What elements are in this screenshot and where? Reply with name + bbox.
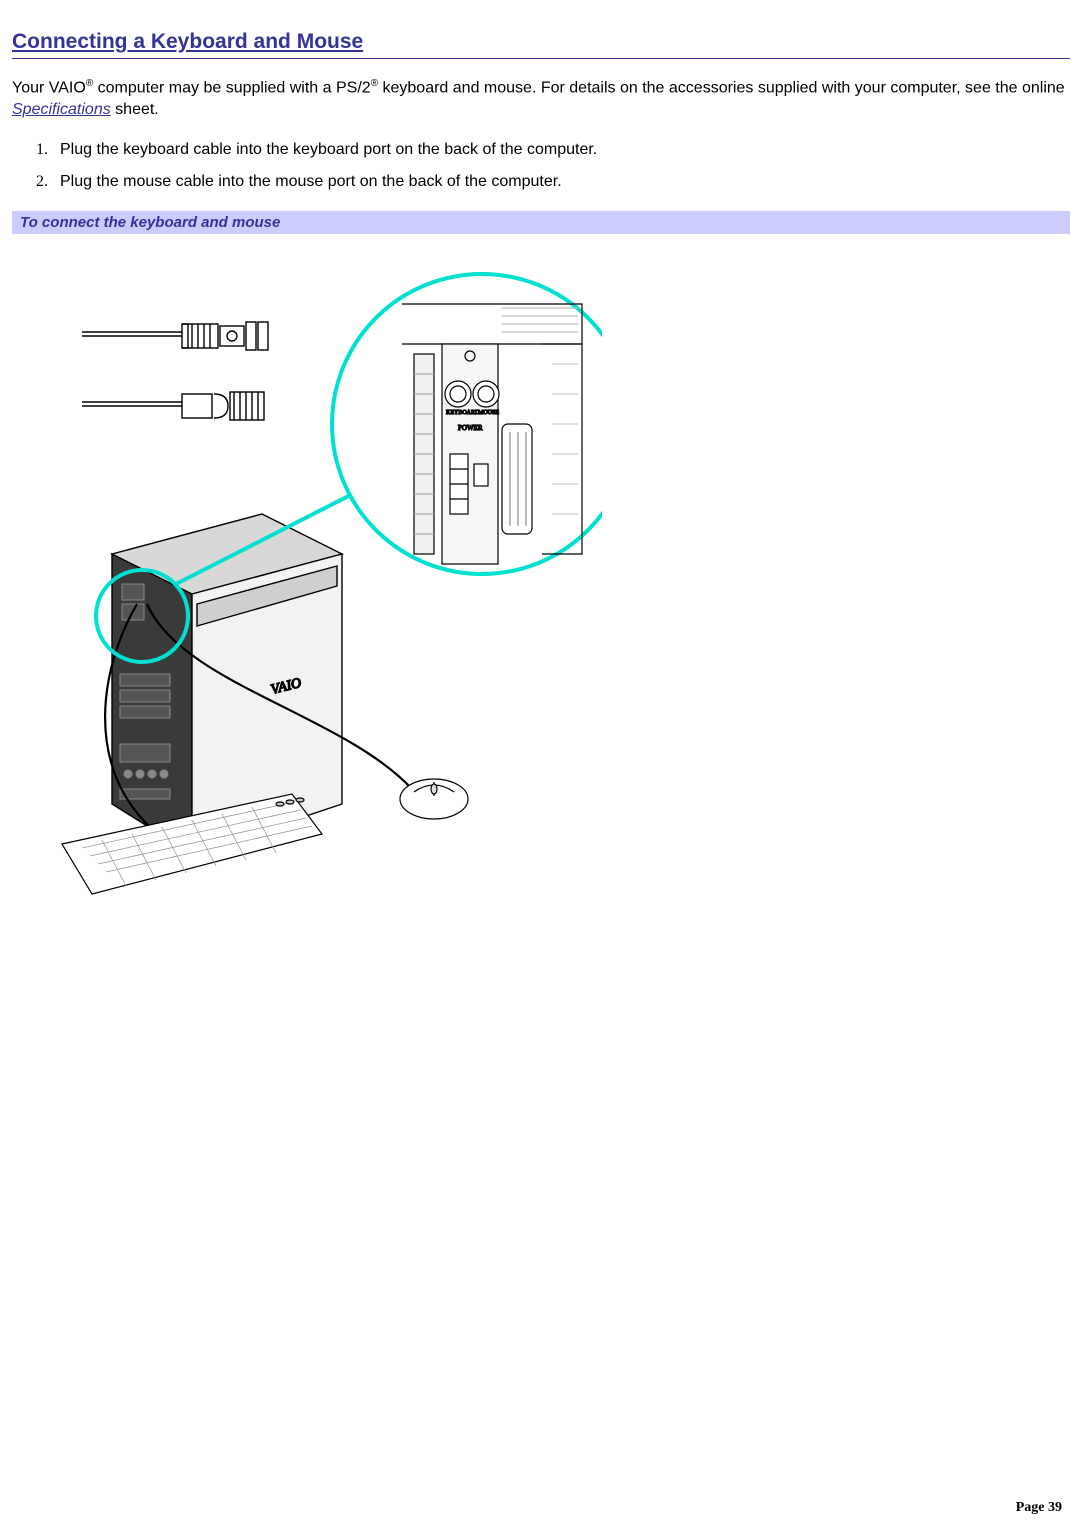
illustration-svg: VAIO [42, 244, 602, 904]
svg-text:KEYBOARD: KEYBOARD [446, 410, 480, 416]
intro-paragraph: Your VAIO ® computer may be supplied with… [12, 77, 1070, 121]
svg-text:MOUSE: MOUSE [478, 410, 499, 416]
intro-text-pre: Your VAIO [12, 79, 86, 96]
connection-illustration: VAIO [42, 244, 602, 909]
intro-text-mid1: computer may be supplied with a PS/2 [93, 79, 370, 96]
page-number: Page 39 [1016, 1500, 1062, 1516]
steps-list: Plug the keyboard cable into the keyboar… [52, 141, 1070, 191]
page-title: Connecting a Keyboard and Mouse [12, 30, 1070, 59]
step-item: Plug the keyboard cable into the keyboar… [52, 141, 1070, 159]
intro-text-mid2: keyboard and mouse. For details on the a… [378, 79, 1065, 96]
figure-container: VAIO [12, 244, 1070, 909]
specifications-link[interactable]: Specifications [12, 101, 111, 118]
sub-heading: To connect the keyboard and mouse [12, 211, 1070, 234]
intro-text-post: sheet. [111, 101, 159, 118]
registered-mark: ® [371, 78, 378, 89]
step-item: Plug the mouse cable into the mouse port… [52, 173, 1070, 191]
svg-text:POWER: POWER [458, 424, 483, 432]
